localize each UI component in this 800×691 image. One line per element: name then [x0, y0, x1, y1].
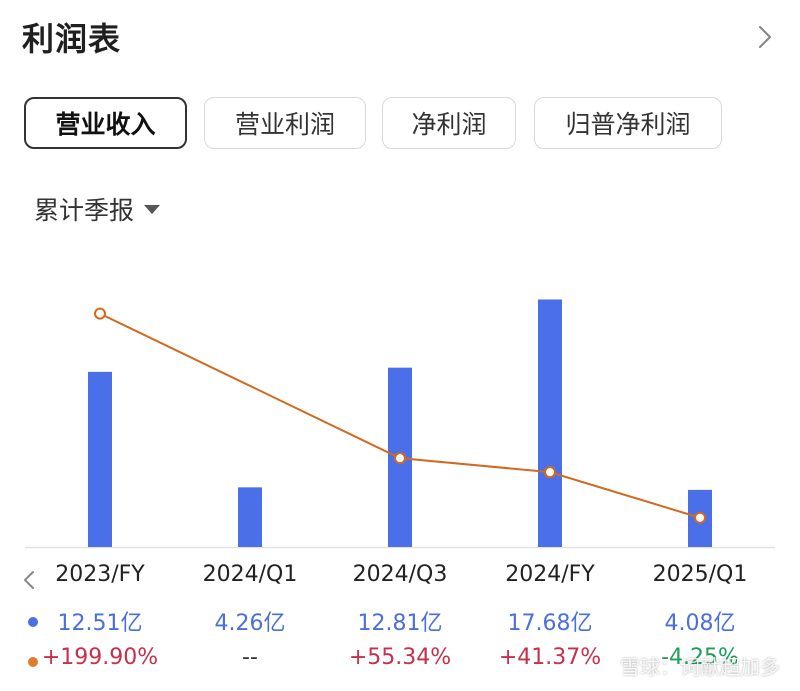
caret-down-icon — [144, 204, 161, 214]
revenue-bar[interactable] — [88, 371, 112, 547]
watermark: 雪球：词献超加多 — [620, 655, 780, 679]
growth-value-label: +55.34% — [348, 645, 452, 670]
x-tick-label[interactable]: 2025/Q1 — [652, 562, 748, 587]
growth-value-label: -4.25% — [661, 645, 739, 670]
x-tick-label[interactable]: 2024/Q3 — [352, 562, 448, 587]
tab-parent-net-profit[interactable]: 归普净利润 — [534, 97, 722, 149]
tab-operating-profit[interactable]: 营业利润 — [204, 97, 366, 149]
revenue-values-row: 12.51亿 4.26亿 12.81亿 17.68亿 4.08亿 — [0, 605, 800, 639]
growth-value-label: +41.37% — [498, 645, 602, 670]
growth-legend-dot — [28, 657, 38, 667]
revenue-value-label: 4.08亿 — [664, 611, 736, 636]
period-selector-label: 累计季报 — [34, 196, 135, 225]
x-tick-label[interactable]: 2024/FY — [505, 562, 595, 587]
growth-point[interactable] — [544, 466, 556, 479]
revenue-legend-dot — [28, 617, 38, 627]
growth-value-label: -- — [242, 645, 258, 670]
x-tick-label[interactable]: 2024/Q1 — [202, 562, 298, 587]
revenue-value-label: 17.68亿 — [507, 611, 593, 636]
growth-point[interactable] — [94, 307, 106, 320]
x-axis-labels: 2023/FY 2024/Q1 2024/Q3 2024/FY 2025/Q1 — [0, 562, 800, 596]
chevron-right-icon[interactable] — [754, 24, 776, 50]
x-tick-label[interactable]: 2023/FY — [55, 562, 145, 587]
tab-revenue[interactable]: 营业收入 — [24, 97, 187, 149]
revenue-chart — [25, 299, 775, 549]
revenue-bar[interactable] — [238, 487, 262, 547]
revenue-bar[interactable] — [538, 299, 562, 547]
revenue-value-label: 12.81亿 — [357, 611, 443, 636]
tab-net-profit[interactable]: 净利润 — [382, 97, 516, 149]
period-selector[interactable]: 累计季报 — [34, 191, 161, 227]
revenue-value-label: 4.26亿 — [214, 611, 286, 636]
growth-values-row: +199.90% -- +55.34% +41.37% -4.25% — [0, 645, 800, 679]
page-title: 利润表 — [22, 20, 122, 58]
growth-point[interactable] — [694, 511, 706, 524]
growth-value-label: +199.90% — [41, 645, 159, 670]
growth-point[interactable] — [394, 452, 406, 465]
chevron-left-icon[interactable] — [22, 570, 36, 590]
growth-line — [99, 312, 701, 519]
revenue-value-label: 12.51亿 — [57, 611, 143, 636]
